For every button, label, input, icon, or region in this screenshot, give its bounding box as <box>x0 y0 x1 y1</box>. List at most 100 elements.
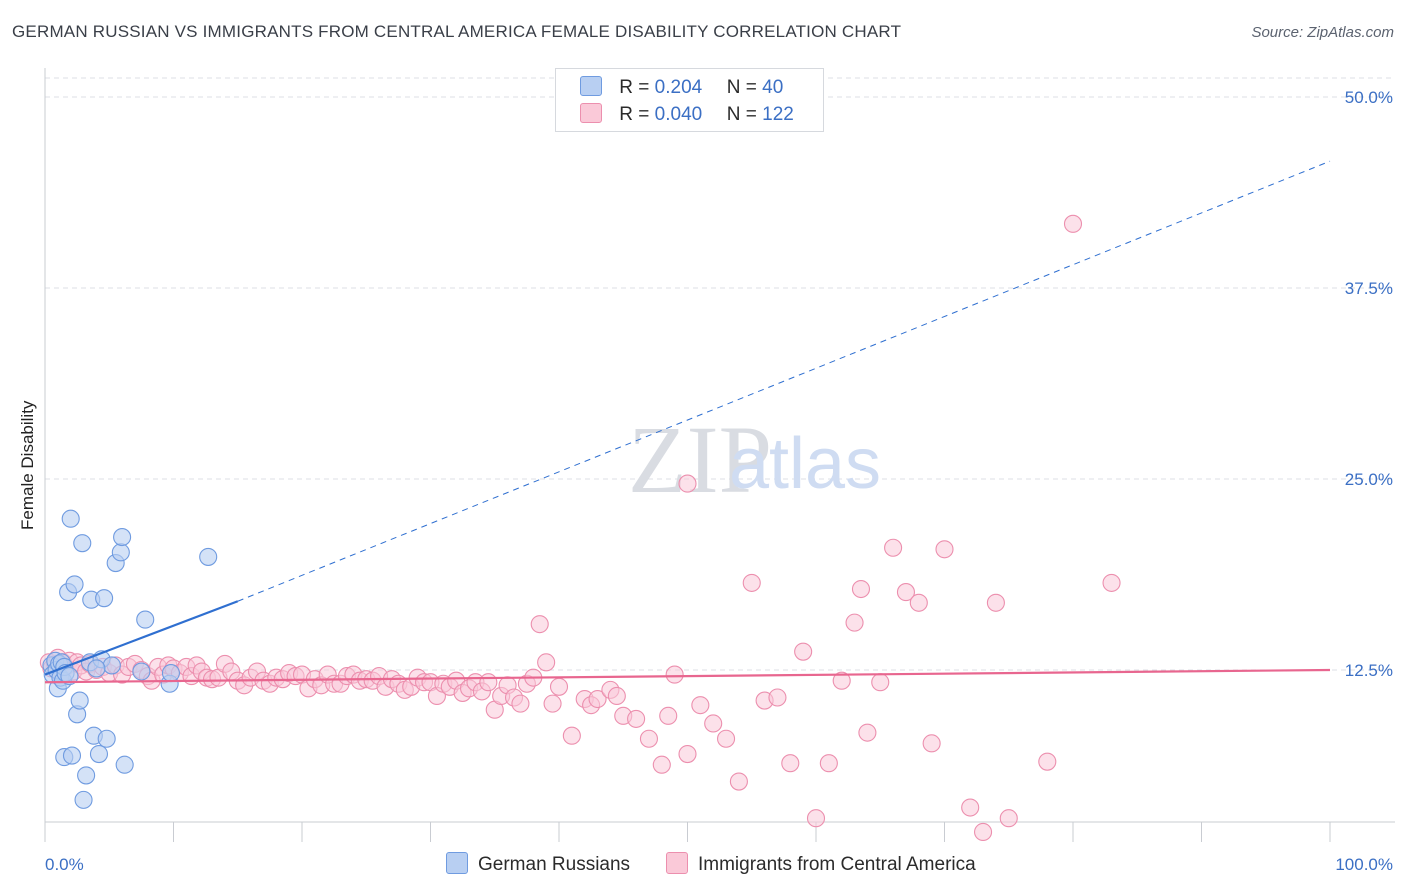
data-point-immigrants <box>935 540 954 559</box>
data-point-immigrants <box>652 755 671 774</box>
bottom-legend-swatch-pink <box>666 852 688 874</box>
data-point-german-russians <box>113 528 132 547</box>
data-point-immigrants <box>1038 752 1057 771</box>
data-point-german-russians <box>73 534 92 553</box>
x-tick-label: 0.0% <box>45 855 84 874</box>
correlation-legend: R = 0.204 N = 40 R = 0.040 N = 122 <box>555 68 824 132</box>
trend-line-immigrants <box>44 668 1331 684</box>
data-point-german-russians <box>65 575 84 594</box>
legend-swatch-blue <box>580 76 602 96</box>
axes <box>44 68 1395 842</box>
data-point-immigrants <box>665 665 684 684</box>
y-tick-label: 37.5% <box>1345 279 1393 298</box>
data-point-immigrants <box>973 822 993 842</box>
bottom-legend-label: Immigrants from Central America <box>698 854 976 875</box>
data-point-immigrants <box>794 642 813 661</box>
data-point-immigrants <box>858 723 877 742</box>
y-tick-label: 25.0% <box>1345 470 1393 489</box>
data-point-immigrants <box>768 688 787 707</box>
data-point-immigrants <box>851 579 871 599</box>
data-point-immigrants <box>543 694 562 713</box>
legend-row-immigrants: R = 0.040 N = 122 <box>580 103 794 127</box>
legend-n-value: 40 <box>762 77 784 98</box>
legend-r-value: 0.204 <box>654 77 703 98</box>
data-point-immigrants <box>909 593 928 612</box>
data-point-immigrants <box>1063 214 1083 233</box>
data-point-german-russians <box>70 691 89 710</box>
data-point-immigrants <box>639 729 659 748</box>
data-point-german-russians <box>136 610 155 629</box>
data-point-german-russians <box>199 547 218 566</box>
x-tick-label: 100.0% <box>1335 855 1393 874</box>
data-point-immigrants <box>742 573 761 592</box>
data-point-immigrants <box>961 798 980 817</box>
data-point-immigrants <box>562 726 581 745</box>
data-point-german-russians <box>62 746 82 765</box>
watermark-zip: ZIP <box>628 406 772 513</box>
legend-n-value: 122 <box>762 104 794 125</box>
bottom-legend-immigrants: Immigrants from Central America <box>666 852 976 876</box>
series-german-russians <box>42 509 218 809</box>
data-point-immigrants <box>588 689 607 709</box>
data-point-german-russians <box>89 744 109 764</box>
data-point-german-russians <box>74 790 93 809</box>
data-point-immigrants <box>819 754 838 773</box>
data-point-german-russians <box>77 766 96 785</box>
watermark-atlas: atlas <box>729 424 881 504</box>
legend-swatch-pink <box>580 103 602 123</box>
y-tick-label: 50.0% <box>1345 88 1393 107</box>
legend-n-label: N = <box>726 104 757 125</box>
data-point-immigrants <box>511 694 530 713</box>
data-point-german-russians <box>61 509 80 528</box>
data-point-immigrants <box>806 809 826 828</box>
legend-n-label: N = <box>726 77 757 98</box>
data-point-german-russians <box>102 656 121 675</box>
data-point-immigrants <box>537 653 556 672</box>
data-point-immigrants <box>716 729 736 748</box>
data-point-immigrants <box>986 593 1005 612</box>
bottom-legend-swatch-blue <box>446 852 468 874</box>
gridlines <box>45 77 1395 671</box>
data-point-german-russians <box>111 543 130 562</box>
data-point-immigrants <box>479 673 498 692</box>
data-point-german-russians <box>60 667 79 686</box>
tick-labels: 12.5% 25.0% 37.5% 50.0% 0.0% 100.0% <box>45 88 1393 874</box>
data-point-immigrants <box>627 709 646 728</box>
data-point-immigrants <box>884 538 903 557</box>
source-label: Source: ZipAtlas.com <box>1251 24 1394 41</box>
data-point-german-russians <box>87 659 106 678</box>
data-point-immigrants <box>896 583 916 602</box>
trend-lines <box>44 160 1331 684</box>
trend-line-german-russians-extended <box>237 160 1331 602</box>
data-point-immigrants <box>832 671 851 690</box>
data-point-immigrants <box>659 706 678 725</box>
bottom-legend-label: German Russians <box>478 854 631 875</box>
chart-title: GERMAN RUSSIAN VS IMMIGRANTS FROM CENTRA… <box>12 22 902 41</box>
data-point-german-russians <box>161 664 180 683</box>
data-point-german-russians <box>95 589 114 608</box>
data-point-immigrants <box>691 696 710 715</box>
data-point-german-russians <box>97 729 116 748</box>
data-point-immigrants <box>922 734 941 753</box>
data-point-immigrants <box>729 772 748 791</box>
legend-r-label: R = <box>619 104 650 125</box>
data-point-immigrants <box>1102 573 1121 592</box>
y-tick-label: 12.5% <box>1345 661 1393 680</box>
data-point-immigrants <box>845 613 864 632</box>
data-point-immigrants <box>678 744 697 764</box>
data-point-immigrants <box>871 673 890 692</box>
legend-r-value: 0.040 <box>654 104 703 125</box>
data-point-immigrants <box>704 714 723 733</box>
data-point-immigrants <box>781 754 800 773</box>
data-point-immigrants <box>999 809 1018 828</box>
data-point-immigrants <box>530 615 549 634</box>
trend-line-german-russians <box>44 600 239 676</box>
data-point-immigrants <box>607 686 626 706</box>
data-point-immigrants <box>678 474 697 493</box>
data-point-immigrants <box>549 677 569 696</box>
data-point-german-russians <box>115 755 134 774</box>
legend-row-german-russians: R = 0.204 N = 40 <box>580 76 783 100</box>
legend-r-label: R = <box>619 77 650 98</box>
series-immigrants-central-america <box>39 214 1121 842</box>
